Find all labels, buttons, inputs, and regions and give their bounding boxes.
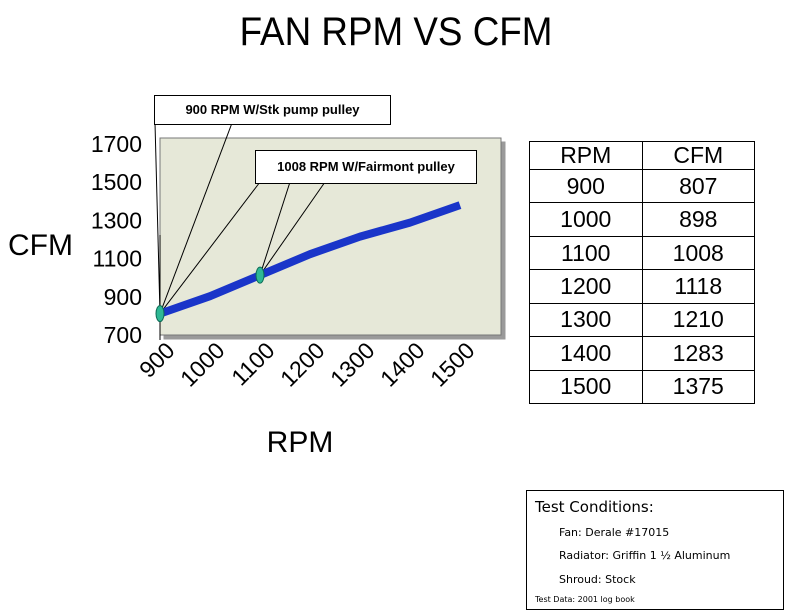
cell-rpm: 900	[529, 168, 643, 204]
table-header-row: RPM CFM	[529, 141, 755, 170]
x-axis-label: RPM	[267, 426, 334, 459]
leader-line	[159, 181, 261, 314]
x-tick-label: 1000	[175, 337, 230, 392]
radiator-condition: Radiator: Griffin 1 ½ Aluminum	[559, 549, 731, 562]
data-point-marker	[155, 305, 165, 323]
table-row: 1500 1375	[529, 369, 755, 405]
callout-fairmont-pulley: 1008 RPM W/Fairmont pulley	[255, 150, 477, 184]
cell-cfm: 1283	[641, 336, 755, 371]
page-title: FAN RPM VS CFM	[239, 10, 553, 54]
data-point-marker	[255, 266, 265, 284]
x-tick-label: 1400	[375, 337, 430, 392]
y-tick-label: 1100	[93, 246, 142, 272]
leader-line	[259, 181, 326, 276]
test-data-source: Test Data: 2001 log book	[535, 595, 635, 604]
cell-cfm: 1210	[641, 302, 755, 338]
cell-rpm: 1200	[529, 269, 643, 304]
x-tick-label: 1200	[275, 337, 330, 392]
cell-cfm: 1118	[641, 269, 755, 304]
series-line	[158, 201, 462, 318]
table-row: 1300 1210	[529, 302, 755, 338]
leader-line	[159, 122, 233, 314]
y-tick-label: 1500	[91, 169, 142, 195]
column-header-cfm: CFM	[641, 141, 755, 170]
cell-rpm: 1300	[529, 302, 643, 338]
table-row: 1200 1118	[529, 269, 755, 304]
column-header-rpm: RPM	[529, 141, 643, 170]
cell-rpm: 1400	[529, 336, 643, 371]
cell-rpm: 1100	[529, 235, 643, 271]
table-row: 900 807	[529, 168, 755, 204]
fan-condition: Fan: Derale #17015	[559, 526, 670, 539]
leader-line	[154, 122, 161, 314]
y-tick-label: 700	[104, 322, 142, 348]
cell-rpm: 1500	[529, 369, 643, 405]
y-axis-label: CFM	[8, 229, 73, 262]
callout-stock-pulley: 900 RPM W/Stk pump pulley	[154, 95, 391, 125]
test-conditions-title: Test Conditions:	[535, 498, 654, 516]
table-row: 1100 1008	[529, 235, 755, 271]
x-tick-label: 1300	[325, 337, 380, 392]
cell-rpm: 1000	[529, 202, 643, 237]
cell-cfm: 898	[641, 202, 755, 237]
table-row: 1000 898	[529, 202, 755, 237]
x-tick-label: 1100	[226, 337, 279, 390]
y-tick-label: 900	[104, 284, 142, 310]
cell-cfm: 1375	[641, 369, 755, 405]
cell-cfm: 807	[641, 168, 755, 204]
x-tick-label: 1500	[425, 337, 480, 392]
test-conditions-box: Test Conditions: Fan: Derale #17015 Radi…	[526, 490, 784, 610]
y-tick-label: 1700	[91, 131, 142, 157]
y-tick-label: 1300	[91, 207, 142, 233]
shroud-condition: Shroud: Stock	[559, 573, 636, 586]
table-row: 1400 1283	[529, 336, 755, 371]
leader-line	[259, 181, 291, 276]
cell-cfm: 1008	[641, 235, 755, 271]
rpm-cfm-table: RPM CFM 900 807 1000 898 1100 1008 1200 1118…	[529, 141, 755, 405]
